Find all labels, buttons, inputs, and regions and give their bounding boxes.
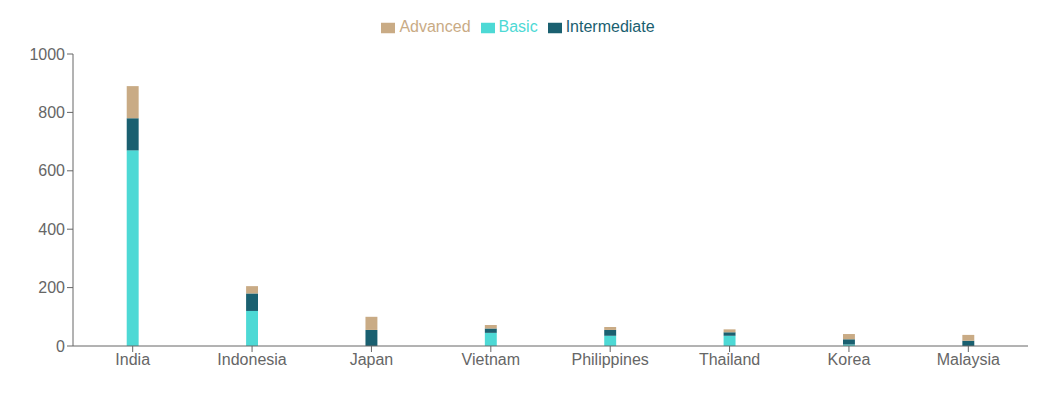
svg-text:Philippines: Philippines xyxy=(571,351,648,368)
svg-text:Vietnam: Vietnam xyxy=(462,351,520,368)
svg-text:Korea: Korea xyxy=(828,351,871,368)
svg-text:India: India xyxy=(115,351,150,368)
html-text:Advanced: Advanced xyxy=(399,18,471,35)
svg-text:Japan: Japan xyxy=(350,351,394,368)
svg-text:Malaysia: Malaysia xyxy=(937,351,1000,368)
html-text:Basic: Basic xyxy=(498,18,538,35)
html-text:Intermediate: Intermediate xyxy=(565,18,655,35)
svg-text:800: 800 xyxy=(38,104,65,121)
svg-text:0: 0 xyxy=(56,338,65,355)
svg-text:600: 600 xyxy=(38,162,65,179)
svg-text:Indonesia: Indonesia xyxy=(217,351,286,368)
svg-text:400: 400 xyxy=(38,221,65,238)
svg-text:200: 200 xyxy=(38,279,65,296)
svg-text:Thailand: Thailand xyxy=(699,351,760,368)
svg-text:1000: 1000 xyxy=(29,46,65,63)
